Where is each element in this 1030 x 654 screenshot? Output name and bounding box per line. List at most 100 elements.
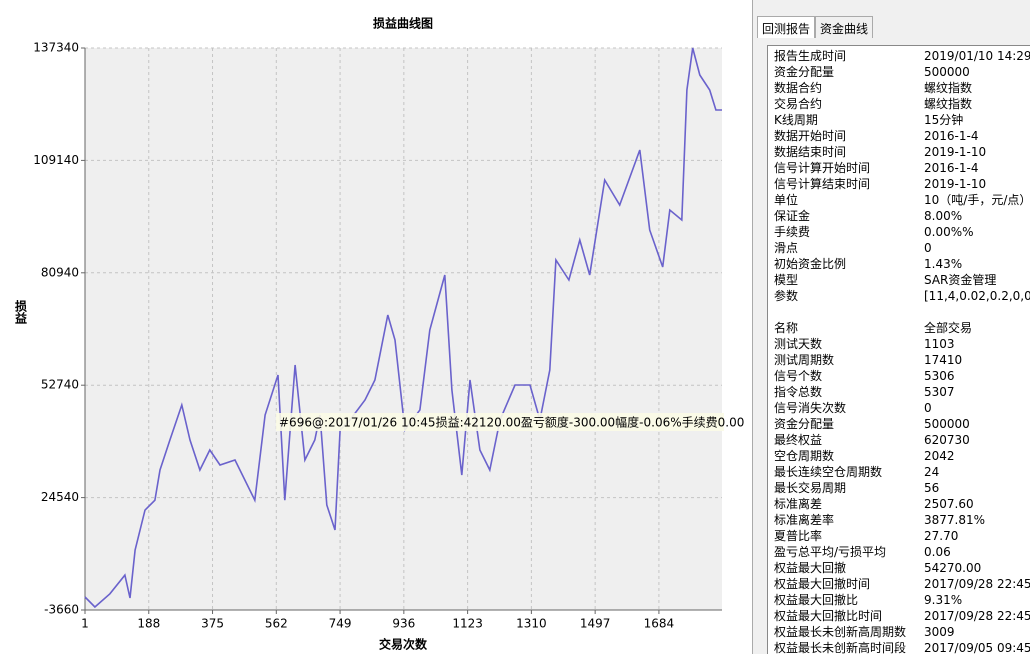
report-label: 信号消失次数 bbox=[774, 401, 847, 415]
report-row: 空仓周期数 2042 bbox=[774, 448, 955, 464]
report-value: 500000 bbox=[924, 65, 970, 79]
report-row: 数据开始时间 2016-1-4 bbox=[774, 128, 978, 144]
report-label: K线周期 bbox=[774, 113, 818, 127]
report-row: 权益最长未创新高时间段 2017/09/05 09:45 - bbox=[774, 640, 1030, 654]
report-value: 15分钟 bbox=[924, 113, 964, 127]
report-row: 夏普比率 27.70 bbox=[774, 528, 958, 544]
tab[interactable]: 资金曲线 bbox=[815, 16, 874, 38]
report-label: 参数 bbox=[774, 289, 799, 303]
report-value: 56 bbox=[924, 481, 940, 495]
report-value: 2017/09/05 09:45 - bbox=[924, 641, 1030, 654]
report-label: 测试周期数 bbox=[774, 353, 835, 367]
report-value: SAR资金管理 bbox=[924, 273, 997, 287]
report-value: 500000 bbox=[924, 417, 970, 431]
report-row: 信号计算结束时间 2019-1-10 bbox=[774, 176, 986, 192]
report-value: 2507.60 bbox=[924, 497, 974, 511]
report-row: 最终权益 620730 bbox=[774, 432, 970, 448]
report-label: 信号计算结束时间 bbox=[774, 177, 871, 191]
x-tick-label: 1497 bbox=[580, 617, 611, 631]
report-value: 螺纹指数 bbox=[924, 81, 973, 95]
report-label: 资金分配量 bbox=[774, 417, 835, 431]
report-row: 盈亏总平均/亏损平均 0.06 bbox=[774, 544, 951, 560]
y-tick-label: 137340 bbox=[33, 41, 79, 55]
x-tick-label: 749 bbox=[329, 617, 352, 631]
report-value: 8.00% bbox=[924, 209, 963, 223]
report-value: 1.43% bbox=[924, 257, 963, 271]
report-label: 初始资金比例 bbox=[774, 257, 847, 271]
report-label: 测试天数 bbox=[774, 337, 823, 351]
report-label: 交易合约 bbox=[774, 97, 823, 111]
x-tick-label: 562 bbox=[265, 617, 288, 631]
report-label: 报告生成时间 bbox=[774, 49, 847, 63]
report-row: 权益最大回撤比时间 2017/09/28 22:45 bbox=[774, 608, 1030, 624]
report-label: 权益最大回撤比时间 bbox=[774, 609, 883, 623]
report-value: 0 bbox=[924, 241, 932, 255]
report-row: 交易合约 螺纹指数 bbox=[774, 96, 972, 112]
report-label: 数据开始时间 bbox=[774, 129, 847, 143]
report-value: 9.31% bbox=[924, 593, 963, 607]
report-row: 数据结束时间 2019-1-10 bbox=[774, 144, 986, 160]
report-row: 标准离差率 3877.81% bbox=[774, 512, 985, 528]
report-label: 最长连续空仓周期数 bbox=[774, 465, 883, 479]
chart-title: 损益曲线图 bbox=[373, 16, 433, 31]
report-row: K线周期 15分钟 bbox=[774, 112, 963, 128]
report-value: 2016-1-4 bbox=[924, 129, 979, 143]
report-value: 1103 bbox=[924, 337, 955, 351]
tab[interactable]: 回测报告 bbox=[757, 16, 816, 38]
x-tick-label: 1310 bbox=[516, 617, 547, 631]
y-tick-label: 80940 bbox=[41, 265, 79, 279]
report-label: 盈亏总平均/亏损平均 bbox=[774, 545, 887, 559]
report-value: 0.06 bbox=[924, 545, 951, 559]
report-row: 报告生成时间 2019/01/10 14:29:1 bbox=[774, 48, 1030, 64]
x-tick-label: 1 bbox=[81, 617, 89, 631]
report-label: 权益最长未创新高周期数 bbox=[774, 625, 907, 639]
report-value: 2017/09/28 22:45 bbox=[924, 577, 1030, 591]
x-tick-label: 188 bbox=[137, 617, 160, 631]
report-row: 权益最大回撤比 9.31% bbox=[774, 592, 962, 608]
report-row: 初始资金比例 1.43% bbox=[774, 256, 962, 272]
report-row: 测试周期数 17410 bbox=[774, 352, 962, 368]
report-label: 标准离差率 bbox=[774, 513, 835, 527]
report-label: 权益最大回撤时间 bbox=[774, 577, 871, 591]
report-row: 保证金 8.00% bbox=[774, 208, 962, 224]
report-value: 2019-1-10 bbox=[924, 177, 987, 191]
report-value: 620730 bbox=[924, 433, 970, 447]
report-value: 0.00%% bbox=[924, 225, 974, 239]
tooltip: #696@:2017/01/26 10:45损益:42120.00盈亏额度-30… bbox=[279, 415, 744, 430]
report-row: 名称 全部交易 bbox=[774, 320, 972, 336]
report-row: 标准离差 2507.60 bbox=[774, 496, 974, 512]
report-value: 10（吨/手，元/点） bbox=[924, 193, 1030, 207]
y-tick-label: 109140 bbox=[33, 153, 79, 167]
report-label: 标准离差 bbox=[774, 497, 823, 511]
report-label: 模型 bbox=[774, 273, 799, 287]
report-label: 滑点 bbox=[774, 241, 799, 255]
report-value: 全部交易 bbox=[924, 321, 973, 335]
report-label: 数据结束时间 bbox=[774, 145, 847, 159]
report-label: 信号计算开始时间 bbox=[774, 161, 871, 175]
report-row: 权益最长未创新高周期数 3009 bbox=[774, 624, 955, 640]
profit-line bbox=[84, 47, 722, 609]
report-value: 0 bbox=[924, 401, 932, 415]
report-label: 夏普比率 bbox=[774, 529, 823, 543]
report-label: 单位 bbox=[774, 193, 799, 207]
y-tick-label: -3660 bbox=[44, 603, 79, 617]
report-value: 5306 bbox=[924, 369, 955, 383]
report-value: 3877.81% bbox=[924, 513, 986, 527]
report-value: 3009 bbox=[924, 625, 955, 639]
report-row: 测试天数 1103 bbox=[774, 336, 955, 352]
report-value: 24 bbox=[924, 465, 940, 479]
report-row: 权益最大回撤 54270.00 bbox=[774, 560, 981, 576]
x-tick-label: 1123 bbox=[452, 617, 483, 631]
tooltip-bg bbox=[276, 413, 724, 431]
report-row: 数据合约 螺纹指数 bbox=[774, 80, 972, 96]
report-row: 资金分配量 500000 bbox=[774, 64, 970, 80]
report-value: 2042 bbox=[924, 449, 955, 463]
report-label: 资金分配量 bbox=[774, 65, 835, 79]
report-label: 保证金 bbox=[774, 209, 811, 223]
report-row: 最长连续空仓周期数 24 bbox=[774, 464, 939, 480]
report-row: 指令总数 5307 bbox=[774, 384, 955, 400]
report-label: 权益最长未创新高时间段 bbox=[774, 641, 907, 654]
x-axis-label: 交易次数 bbox=[379, 637, 428, 652]
